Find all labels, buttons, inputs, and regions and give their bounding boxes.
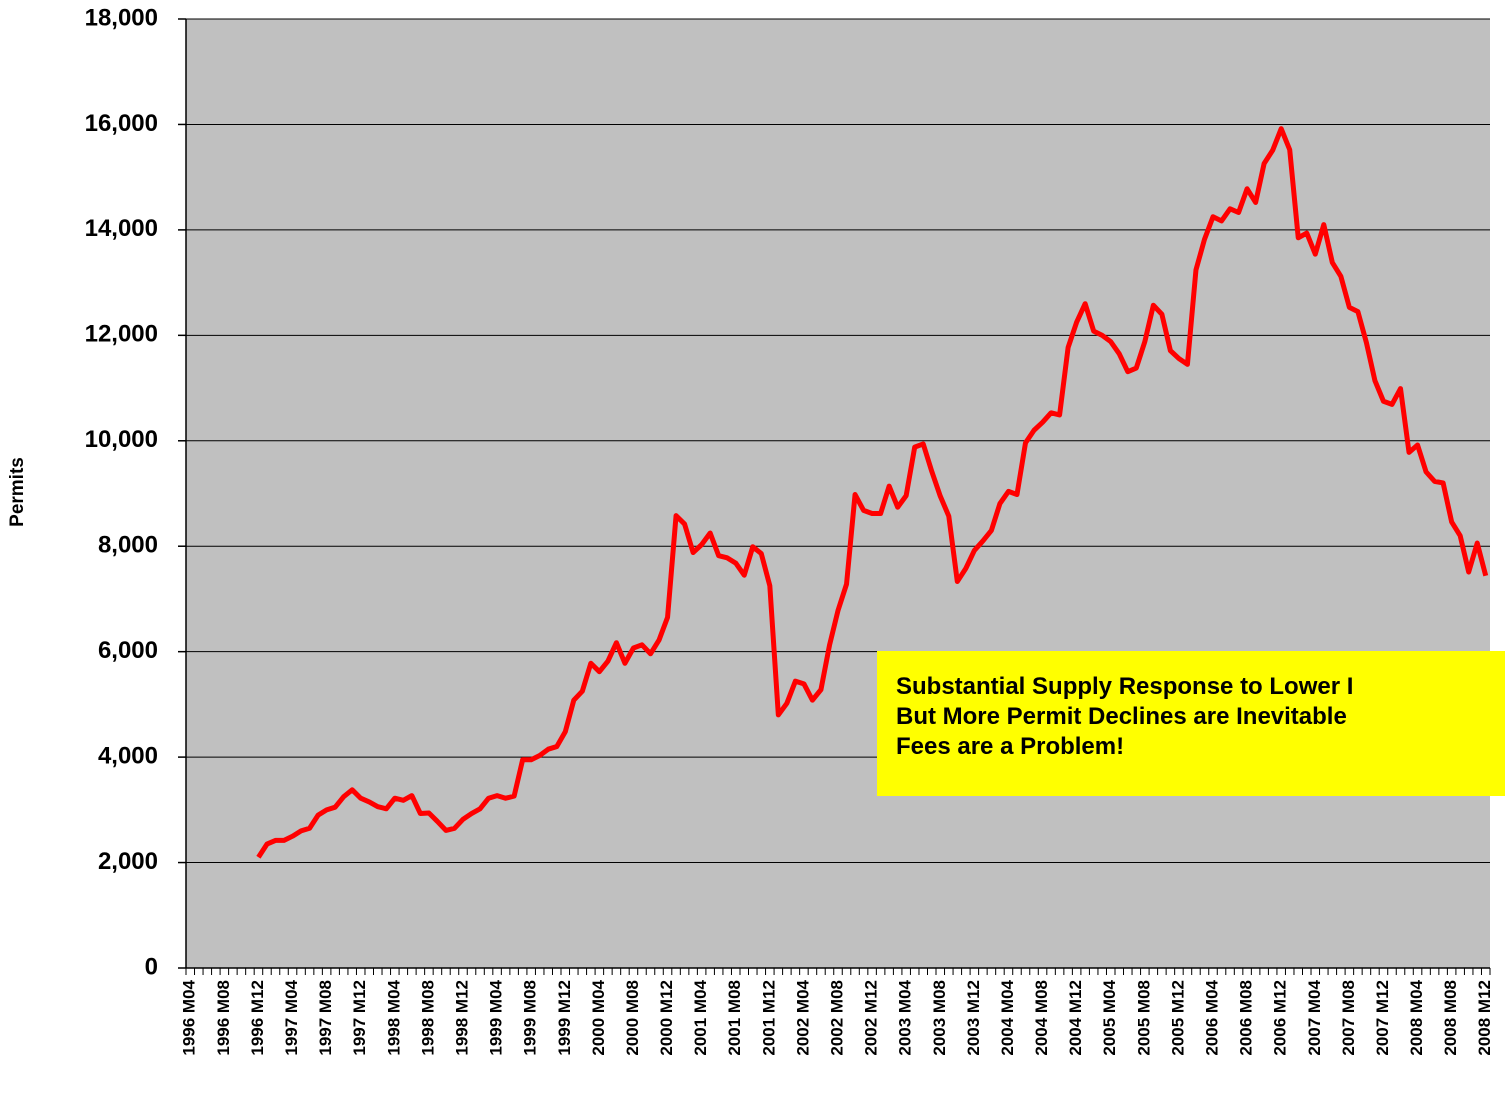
y-tick-label: 4,000 — [98, 742, 158, 769]
y-tick-label: 8,000 — [98, 532, 158, 559]
x-tick-label: 2003 M12 — [964, 980, 983, 1056]
x-tick-label: 1999 M08 — [521, 980, 540, 1056]
x-tick-label: 2000 M12 — [657, 980, 676, 1056]
x-tick-label: 2005 M08 — [1134, 980, 1153, 1056]
y-tick-label: 2,000 — [98, 848, 158, 875]
y-axis-label: Permits — [7, 457, 28, 527]
y-tick-label: 18,000 — [85, 4, 158, 31]
x-tick-label: 2003 M08 — [930, 980, 949, 1056]
x-tick-label: 2008 M04 — [1407, 979, 1426, 1055]
x-tick-label: 2008 M12 — [1475, 980, 1494, 1056]
x-tick-label: 1996 M08 — [214, 980, 233, 1056]
x-tick-label: 1999 M04 — [487, 979, 506, 1055]
x-tick-label: 1996 M04 — [180, 979, 199, 1055]
y-tick-label: 12,000 — [85, 321, 158, 348]
x-tick-label: 2004 M04 — [998, 979, 1017, 1055]
x-tick-label: 2005 M04 — [1100, 979, 1119, 1055]
x-tick-label: 2000 M04 — [589, 979, 608, 1055]
x-tick-label: 2006 M04 — [1202, 979, 1221, 1055]
x-tick-label: 1998 M04 — [384, 979, 403, 1055]
y-tick-label: 10,000 — [85, 426, 158, 453]
x-tick-label: 2006 M08 — [1237, 980, 1256, 1056]
x-tick-label: 2003 M04 — [896, 979, 915, 1055]
x-tick-label: 2006 M12 — [1271, 980, 1290, 1056]
x-tick-label: 2007 M04 — [1305, 979, 1324, 1055]
y-tick-label: 16,000 — [85, 110, 158, 137]
x-tick-label: 2005 M12 — [1168, 980, 1187, 1056]
x-tick-label: 1998 M12 — [452, 980, 471, 1056]
plot-area — [186, 19, 1490, 968]
x-tick-label: 1997 M08 — [316, 980, 335, 1056]
x-tick-label: 2002 M08 — [827, 980, 846, 1056]
x-tick-label: 2004 M12 — [1066, 980, 1085, 1056]
x-tick-label: 2001 M08 — [725, 980, 744, 1056]
x-tick-label: 2002 M04 — [793, 979, 812, 1055]
x-tick-label: 1997 M04 — [282, 979, 301, 1055]
x-tick-label: 1999 M12 — [555, 980, 574, 1056]
annotation-box — [877, 651, 1505, 796]
x-tick-label: 2008 M08 — [1441, 980, 1460, 1056]
series-line — [256, 126, 1489, 859]
x-tick-label: 2007 M12 — [1373, 980, 1392, 1056]
x-tick-label: 2007 M08 — [1339, 980, 1358, 1056]
x-tick-label: 1997 M12 — [350, 980, 369, 1056]
annotation-text: Fees are a Problem! — [896, 733, 1124, 760]
annotation-text: But More Permit Declines are Inevitable — [896, 703, 1347, 730]
y-tick-label: 6,000 — [98, 637, 158, 664]
x-tick-label: 2001 M04 — [691, 979, 710, 1055]
y-tick-label: 0 — [145, 953, 158, 980]
y-tick-label: 14,000 — [85, 215, 158, 242]
annotation-text: Substantial Supply Response to Lower I — [896, 673, 1353, 700]
x-tick-label: 2004 M08 — [1032, 980, 1051, 1056]
x-tick-label: 1998 M08 — [418, 980, 437, 1056]
x-tick-label: 2000 M08 — [623, 980, 642, 1056]
x-tick-label: 2002 M12 — [862, 980, 881, 1056]
x-tick-label: 2001 M12 — [759, 980, 778, 1056]
x-tick-label: 1996 M12 — [248, 980, 267, 1056]
